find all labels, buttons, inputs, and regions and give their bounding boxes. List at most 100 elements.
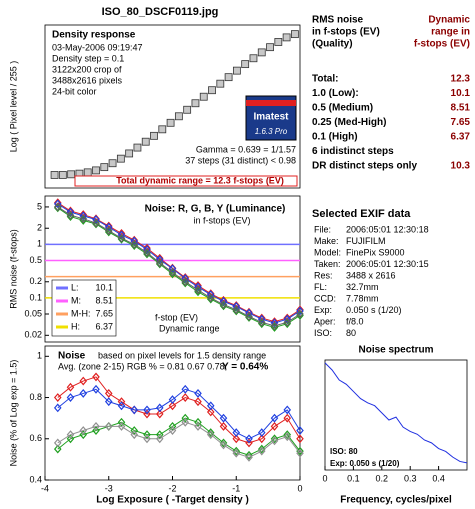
x-tick-label: 0.1 bbox=[347, 473, 360, 483]
data-point bbox=[296, 426, 304, 435]
data-point bbox=[224, 73, 233, 82]
data-point bbox=[219, 295, 228, 305]
data-point bbox=[125, 149, 134, 158]
data-point bbox=[194, 417, 202, 427]
header: RMS noise bbox=[312, 15, 364, 26]
exif-value: f/8.0 bbox=[346, 316, 364, 326]
note: Gamma = 0.639 = 1/1.57 bbox=[196, 144, 296, 154]
row-label: 6 indistinct steps bbox=[312, 146, 394, 157]
range-bar bbox=[74, 175, 298, 187]
exif-key: ISO: bbox=[314, 328, 332, 338]
row-label: 0.25 (Med-High) bbox=[312, 117, 386, 128]
logo-stripe bbox=[246, 100, 296, 106]
data-point bbox=[104, 226, 113, 236]
y-tick-label: 0.1 bbox=[29, 292, 42, 302]
data-point bbox=[219, 421, 228, 431]
exif-value: 2006:05:01 12:30:15 bbox=[346, 259, 429, 269]
data-point bbox=[155, 403, 164, 413]
data-point bbox=[206, 407, 215, 417]
row-label: 0.5 (Medium) bbox=[312, 103, 373, 114]
data-point bbox=[270, 421, 279, 431]
data-point bbox=[283, 432, 292, 442]
data-point bbox=[79, 388, 88, 398]
exif-value: 80 bbox=[346, 328, 356, 338]
data-point bbox=[232, 305, 241, 315]
info-line: Density step = 0.1 bbox=[52, 53, 124, 63]
data-point bbox=[274, 38, 283, 46]
data-point bbox=[245, 434, 253, 444]
data-point bbox=[130, 405, 139, 415]
x-tick-label: -1 bbox=[232, 483, 240, 493]
data-point bbox=[257, 444, 266, 454]
y-axis-label: Log ( Pixel level / 255 ) bbox=[8, 61, 18, 153]
header: f-stops (EV) bbox=[414, 39, 470, 50]
data-point bbox=[232, 428, 241, 438]
data-point bbox=[92, 384, 100, 394]
data-point bbox=[219, 440, 228, 450]
data-point bbox=[206, 293, 215, 303]
x-tick-label: 0.2 bbox=[376, 473, 389, 483]
data-point bbox=[155, 409, 164, 419]
data-point bbox=[232, 66, 241, 75]
y-axis-label: RMS noise (f-stops) bbox=[8, 229, 18, 309]
y-tick-label: 5 bbox=[37, 201, 42, 211]
exif-key: FL: bbox=[314, 282, 327, 292]
data-point bbox=[92, 166, 100, 175]
data-point bbox=[143, 249, 151, 259]
data-point bbox=[130, 426, 139, 435]
data-point bbox=[130, 239, 139, 249]
y-tick-label: 0.2 bbox=[29, 276, 42, 286]
data-point bbox=[58, 171, 67, 179]
exif-key: Model: bbox=[314, 247, 341, 257]
data-point bbox=[166, 118, 175, 127]
data-point bbox=[181, 277, 190, 287]
data-point bbox=[117, 417, 126, 427]
data-point bbox=[53, 444, 62, 454]
data-point bbox=[168, 401, 177, 411]
data-point bbox=[168, 426, 177, 435]
y-tick-label: 2 bbox=[37, 223, 42, 233]
data-point bbox=[282, 33, 291, 42]
data-point bbox=[219, 413, 228, 423]
data-point bbox=[283, 317, 292, 327]
data-point bbox=[53, 438, 62, 448]
page-title: ISO_80_DSCF0119.jpg bbox=[102, 6, 219, 18]
data-point bbox=[199, 92, 208, 101]
legend-label: M-H: bbox=[71, 308, 91, 318]
annotation: Y = 0.64% bbox=[222, 362, 268, 373]
info-line: 3122x200 crop of bbox=[52, 64, 122, 74]
data-point bbox=[245, 452, 253, 462]
data-point bbox=[130, 430, 139, 440]
data-point bbox=[245, 313, 253, 322]
data-point bbox=[216, 79, 225, 88]
data-point bbox=[206, 428, 215, 438]
x-tick-label: -3 bbox=[105, 483, 113, 493]
exif-value: FinePix S9000 bbox=[346, 247, 405, 257]
data-point bbox=[92, 426, 100, 435]
data-point bbox=[270, 317, 279, 327]
data-point bbox=[181, 384, 190, 394]
data-point bbox=[257, 446, 266, 456]
data-point bbox=[208, 86, 216, 95]
row-label: 1.0 (Low): bbox=[312, 88, 359, 99]
data-point bbox=[257, 428, 266, 438]
data-point bbox=[241, 60, 250, 69]
exif-key: Res: bbox=[314, 270, 333, 280]
header: (Quality) bbox=[312, 39, 353, 50]
data-point bbox=[290, 30, 299, 39]
data-point bbox=[66, 430, 75, 440]
exif-key: Make: bbox=[314, 236, 339, 246]
info-line: 24-bit color bbox=[52, 86, 97, 96]
exif-key: CCD: bbox=[314, 293, 336, 303]
data-point bbox=[155, 259, 164, 269]
exif-value: 7.78mm bbox=[346, 293, 379, 303]
chart-title: Density response bbox=[52, 30, 136, 41]
data-point bbox=[181, 393, 190, 402]
data-point bbox=[143, 248, 151, 258]
y-tick-label: 0.02 bbox=[24, 330, 42, 340]
data-point bbox=[66, 206, 75, 216]
data-point bbox=[283, 430, 292, 440]
data-point bbox=[257, 48, 266, 57]
x-tick-label: -2 bbox=[168, 483, 176, 493]
data-point bbox=[143, 434, 151, 444]
